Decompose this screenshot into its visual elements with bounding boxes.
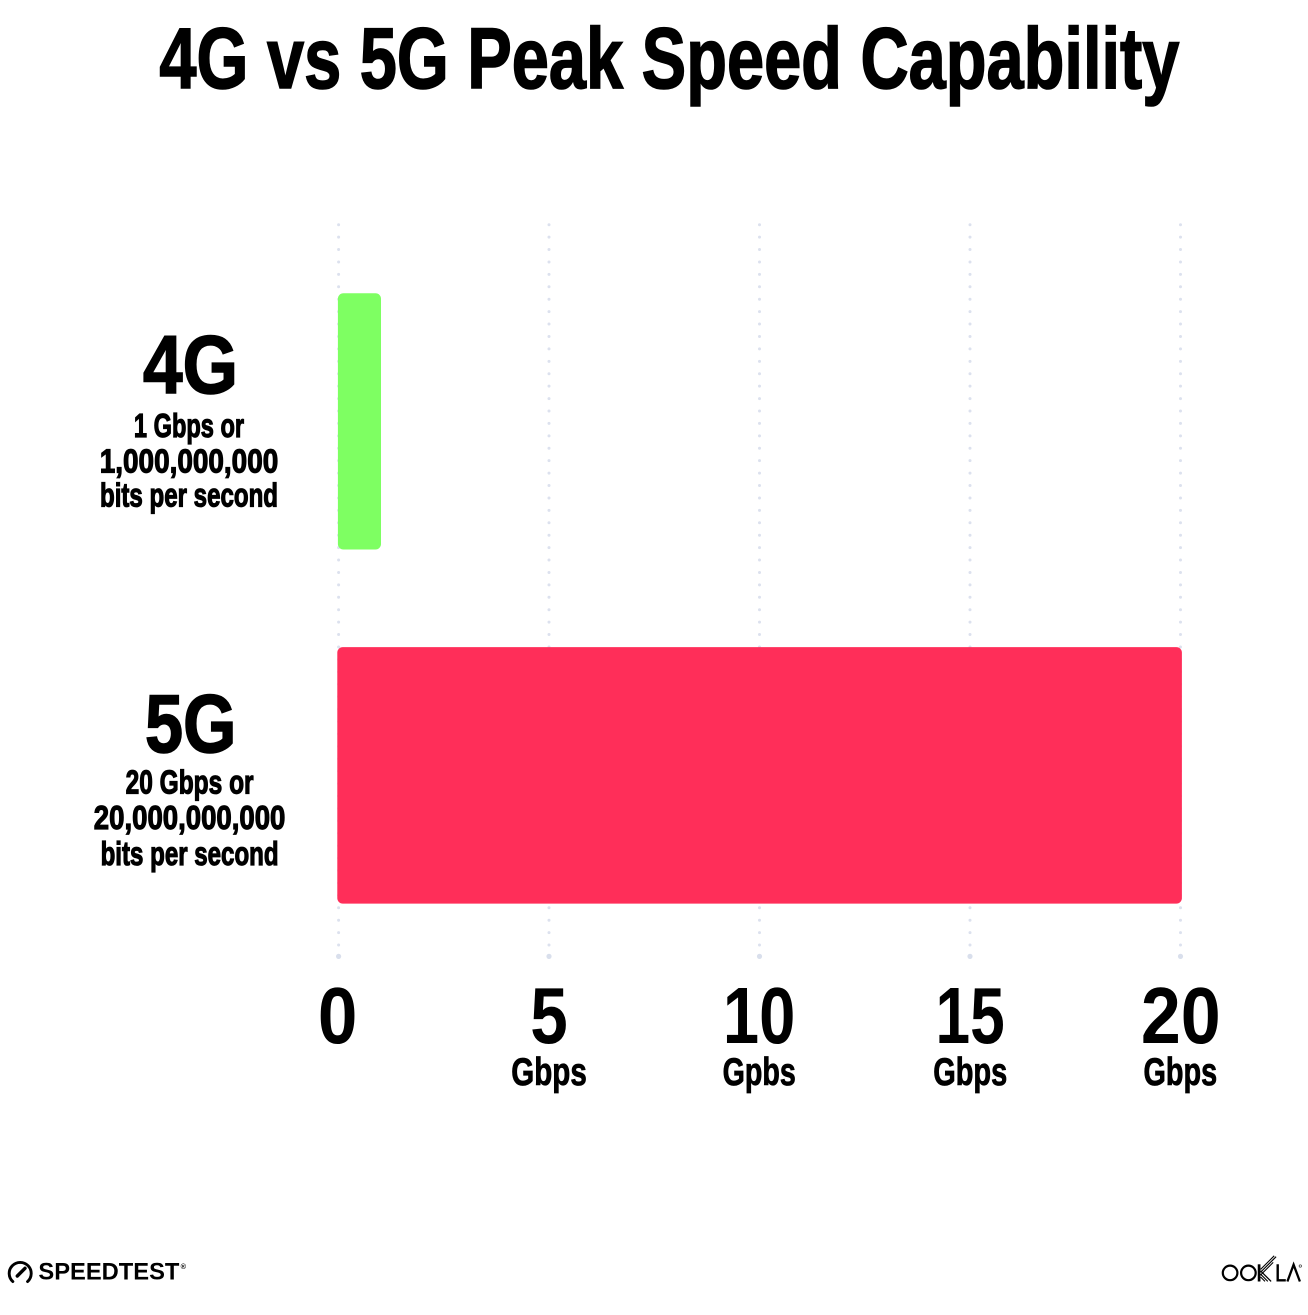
svg-text:Gbps: Gbps: [1144, 1051, 1218, 1094]
svg-text:5: 5: [530, 971, 568, 1060]
svg-text:Gpbs: Gpbs: [723, 1051, 796, 1094]
svg-text:®: ®: [181, 1262, 187, 1271]
svg-text:1 Gbps or: 1 Gbps or: [134, 408, 244, 445]
svg-text:bits per second: bits per second: [100, 477, 278, 514]
svg-text:5G: 5G: [145, 677, 236, 770]
svg-text:20: 20: [1141, 971, 1221, 1060]
svg-text:Gbps: Gbps: [933, 1051, 1007, 1094]
svg-text:bits per second: bits per second: [101, 836, 279, 873]
svg-text:0: 0: [318, 971, 358, 1060]
svg-text:4G vs 5G Peak Speed Capability: 4G vs 5G Peak Speed Capability: [159, 11, 1179, 107]
svg-text:SPEEDTEST: SPEEDTEST: [38, 1260, 180, 1286]
svg-text:1,000,000,000: 1,000,000,000: [100, 444, 279, 481]
svg-text:15: 15: [936, 971, 1005, 1060]
svg-text:10: 10: [723, 971, 795, 1060]
svg-text:Gbps: Gbps: [511, 1051, 587, 1094]
svg-text:20,000,000,000: 20,000,000,000: [94, 800, 286, 837]
svg-text:4G: 4G: [143, 318, 238, 411]
svg-text:20 Gbps or: 20 Gbps or: [126, 765, 254, 802]
